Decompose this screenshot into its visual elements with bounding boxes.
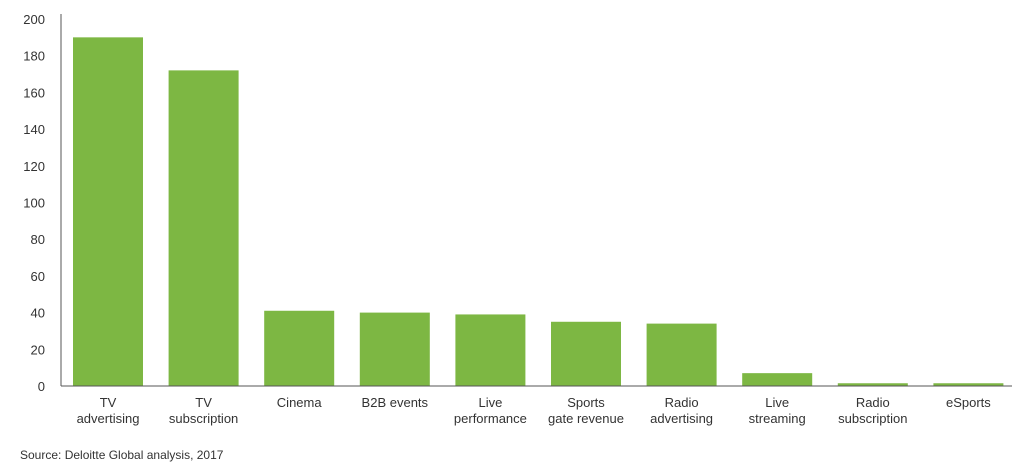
x-category-label: B2B events [362,395,429,410]
bar [73,37,143,386]
bar [933,383,1004,386]
y-tick-label: 160 [23,85,45,100]
y-tick-label: 200 [23,12,45,27]
x-category-label: Sports gate revenue [548,395,624,426]
bar [168,70,239,386]
bar [264,310,335,386]
x-category-label: Radio subscription [838,395,907,426]
y-tick-label: 100 [23,196,45,211]
bar [837,383,908,386]
y-tick-label: 120 [23,159,45,174]
bar [742,373,813,386]
x-category-label: eSports [946,395,991,410]
x-category-label: Radio advertising [650,395,713,426]
y-tick-label: 180 [23,49,45,64]
source-note: Source: Deloitte Global analysis, 2017 [20,448,224,462]
y-axis-ticks: 0 20 40 60 80 100 120 140 160 180 200 [23,12,45,394]
x-category-label: Live performance [454,395,527,426]
bar [455,314,526,386]
bar [551,321,621,386]
x-category-label: Cinema [277,395,323,410]
x-category-label: TV advertising [77,395,140,426]
y-tick-label: 60 [31,269,45,284]
bar [646,323,717,386]
x-category-label: TV subscription [169,395,238,426]
x-axis-labels: TV advertising TV subscription Cinema B2B eve… [77,395,992,426]
y-tick-label: 20 [31,342,45,357]
bar [359,312,430,386]
x-category-label: Live streaming [749,395,806,426]
y-tick-label: 80 [31,232,45,247]
y-tick-label: 40 [31,306,45,321]
y-tick-label: 0 [38,379,45,394]
bars [73,37,1004,386]
y-tick-label: 140 [23,122,45,137]
bar-chart: 0 20 40 60 80 100 120 140 160 180 200 TV advertisin… [23,12,1012,426]
